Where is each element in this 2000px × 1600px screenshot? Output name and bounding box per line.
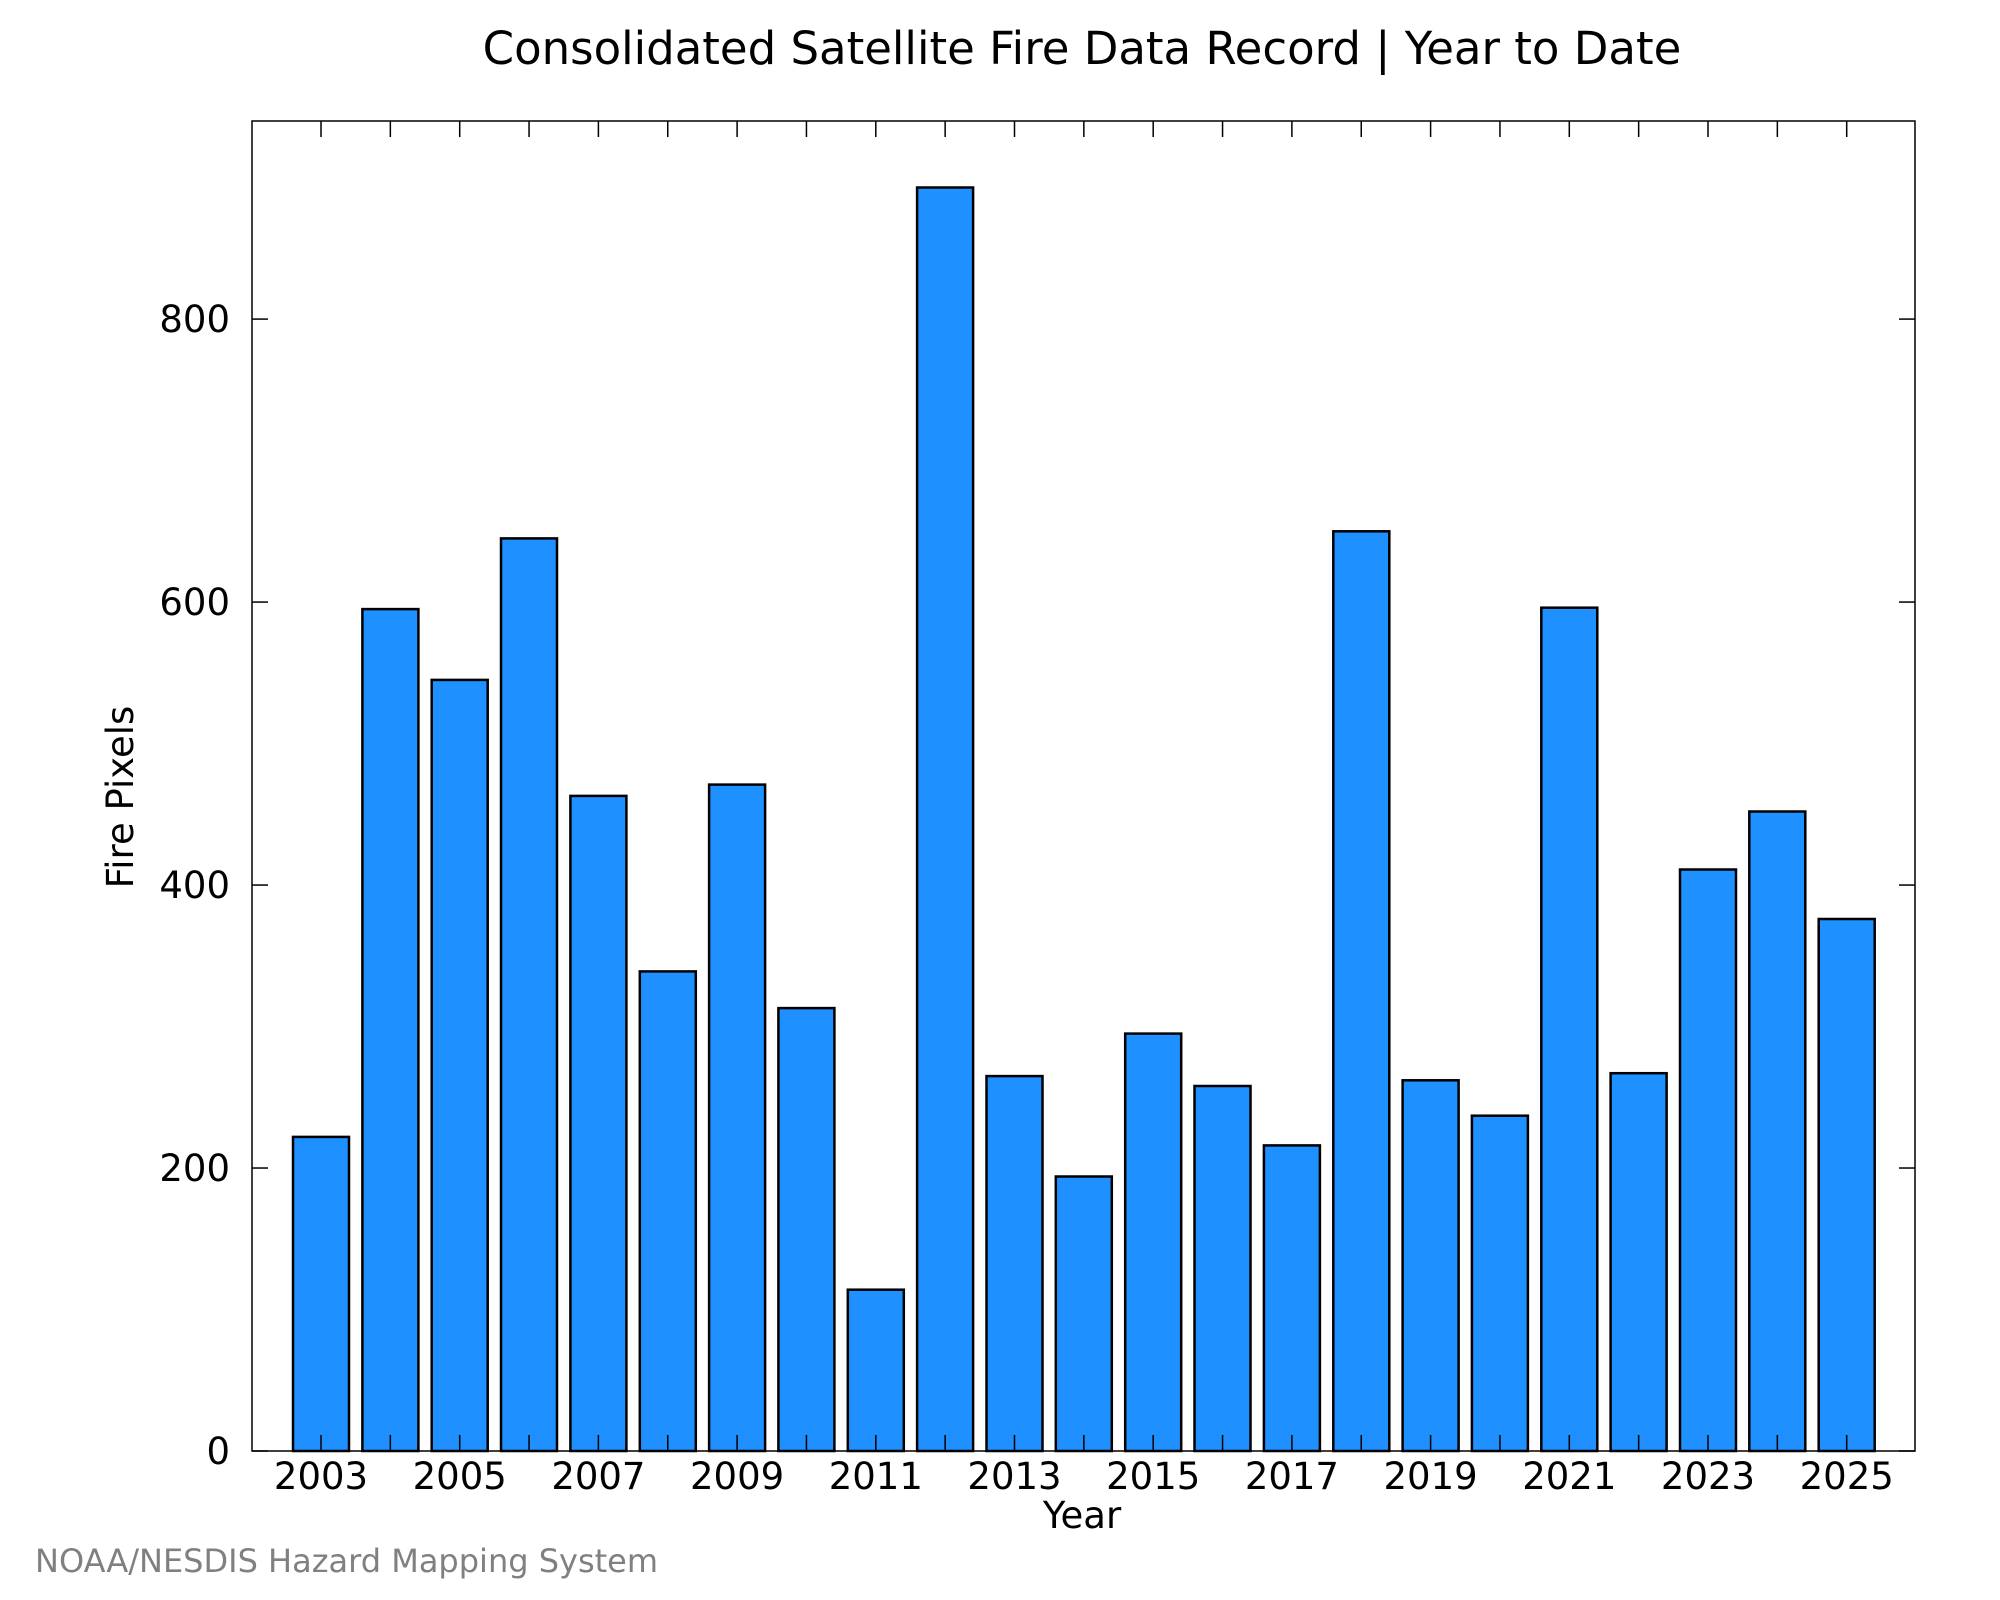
bar-2021 xyxy=(1540,606,1599,1453)
bar-2011 xyxy=(846,1288,906,1453)
bar-2015 xyxy=(1123,1032,1183,1453)
bar-2012 xyxy=(915,186,975,1453)
bar-2006 xyxy=(499,537,559,1453)
bar-2017 xyxy=(1262,1144,1322,1453)
y-axis-ticks: 0 200 400 600 800 xyxy=(159,298,1915,1473)
x-tick-label-2007: 2007 xyxy=(551,1455,645,1498)
x-tick-label-2009: 2009 xyxy=(690,1455,784,1498)
x-tick-label-2021: 2021 xyxy=(1522,1455,1616,1498)
credit-text: NOAA/NESDIS Hazard Mapping System xyxy=(35,1542,658,1580)
bar-2007 xyxy=(569,794,628,1453)
bar-2025 xyxy=(1817,917,1876,1453)
bar-2004 xyxy=(361,607,420,1453)
x-axis-label: Year xyxy=(1042,1494,1122,1537)
bar-2008 xyxy=(638,970,698,1453)
bar-2009 xyxy=(707,783,767,1453)
y-tick-label-600: 600 xyxy=(159,581,230,624)
bar-2014 xyxy=(1054,1175,1114,1453)
x-tick-label-2019: 2019 xyxy=(1384,1455,1478,1498)
x-tick-label-2023: 2023 xyxy=(1661,1455,1755,1498)
y-tick-label-200: 200 xyxy=(159,1147,230,1190)
bar-2022 xyxy=(1609,1071,1668,1453)
bar-2023 xyxy=(1678,868,1738,1453)
y-tick-label-800: 800 xyxy=(159,298,230,341)
bar-2016 xyxy=(1193,1084,1252,1453)
x-tick-label-2017: 2017 xyxy=(1245,1455,1339,1498)
bars-group xyxy=(291,186,1876,1453)
bar-2003 xyxy=(291,1135,351,1453)
bar-2024 xyxy=(1748,810,1807,1453)
bar-2010 xyxy=(777,1006,836,1453)
bar-2018 xyxy=(1332,530,1391,1453)
x-axis-ticks: 2003 2005 2007 2009 2011 2013 2015 2017 2019 2021… xyxy=(274,121,1894,1498)
bar-2013 xyxy=(985,1074,1044,1453)
chart-title: Consolidated Satellite Fire Data Record … xyxy=(483,22,1682,75)
y-axis-label: Fire Pixels xyxy=(99,706,142,889)
x-tick-label-2011: 2011 xyxy=(829,1455,923,1498)
bar-2019 xyxy=(1401,1079,1460,1453)
y-tick-label-0: 0 xyxy=(206,1430,230,1473)
bar-2020 xyxy=(1470,1114,1530,1453)
x-tick-label-2015: 2015 xyxy=(1106,1455,1200,1498)
x-tick-label-2003: 2003 xyxy=(274,1455,368,1498)
x-tick-label-2013: 2013 xyxy=(967,1455,1061,1498)
bar-2005 xyxy=(430,678,489,1453)
x-tick-label-2025: 2025 xyxy=(1800,1455,1894,1498)
x-tick-label-2005: 2005 xyxy=(413,1455,507,1498)
y-tick-label-400: 400 xyxy=(159,864,230,907)
